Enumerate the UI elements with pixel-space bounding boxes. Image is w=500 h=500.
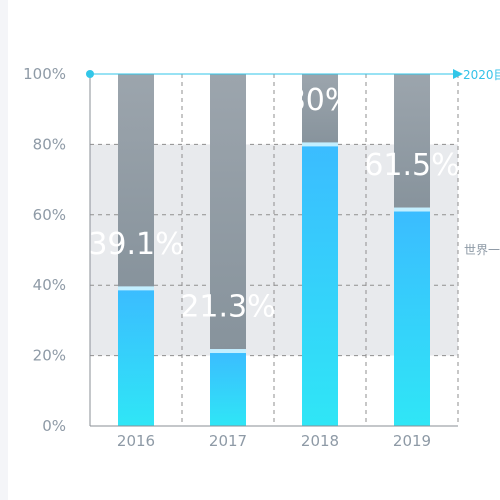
top-axis-start-dot [86, 70, 94, 78]
bar-cap [118, 286, 154, 291]
bar-value [118, 288, 154, 426]
y-tick-label: 60% [33, 206, 66, 224]
data-label: 80% [287, 83, 354, 118]
top-axis-arrow-icon [453, 69, 463, 79]
y-tick-label: 80% [33, 135, 66, 153]
x-tick-label: 2018 [301, 432, 339, 450]
bar-remainder [302, 74, 338, 145]
data-label: 21.3% [180, 290, 275, 325]
top-axis-label: 2020目 [463, 68, 500, 82]
bar-cap [302, 142, 338, 147]
y-tick-label: 40% [33, 276, 66, 294]
bar-value [394, 209, 430, 426]
x-tick-label: 2016 [117, 432, 155, 450]
band-label: 世界一 [464, 243, 500, 257]
bar-value [302, 144, 338, 426]
x-tick-label: 2019 [393, 432, 431, 450]
x-tick-label: 2017 [209, 432, 247, 450]
bar-cap [394, 207, 430, 212]
labels: 0% 20% 40% 60% 80% 100% 2016 2017 2018 2019 39.1% 2… [23, 65, 500, 450]
y-tick-label: 100% [23, 65, 66, 83]
bar-cap [210, 349, 246, 354]
axes [86, 69, 463, 427]
bar-value [210, 351, 246, 426]
bar-remainder [210, 74, 246, 352]
data-label: 61.5% [364, 148, 459, 183]
y-tick-label: 0% [42, 417, 66, 435]
y-tick-label: 20% [33, 347, 66, 365]
bar-remainder [394, 74, 430, 210]
bars [118, 74, 430, 426]
bar-remainder [118, 74, 154, 289]
left-panel-strip [0, 0, 8, 500]
data-label: 39.1% [88, 227, 183, 262]
